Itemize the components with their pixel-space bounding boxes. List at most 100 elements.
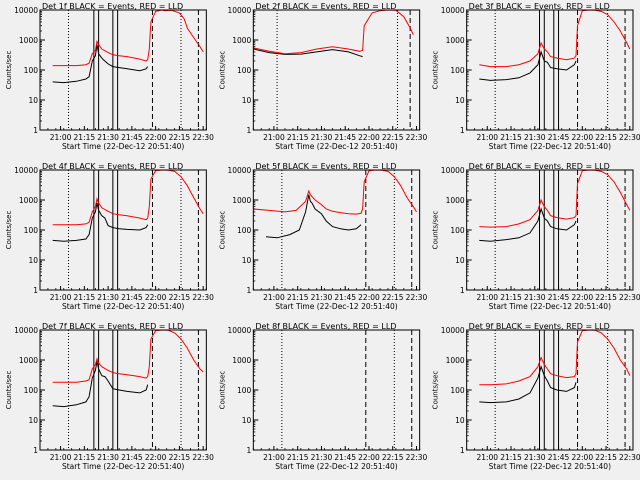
chart-panel-8: Det 8f BLACK = Events, RED = LLD 1 10 100 10… xyxy=(218,322,427,471)
x-tick-label: 21:00 xyxy=(476,293,498,302)
events-series-line xyxy=(253,48,363,58)
x-tick-label: 21:15 xyxy=(287,453,309,462)
plot-frame xyxy=(252,9,421,131)
x-tick-label: 22:00 xyxy=(358,293,380,302)
y-tick-label: 100 xyxy=(237,226,252,235)
chart-title: Det 5f BLACK = Events, RED = LLD xyxy=(255,162,396,171)
x-axis-label: Start Time (22-Dec-12 20:51:40) xyxy=(489,142,611,151)
x-axis-label: Start Time (22-Dec-12 20:51:40) xyxy=(275,462,397,471)
x-tick-label: 21:00 xyxy=(50,133,72,142)
y-axis-label: Counts/sec xyxy=(5,51,13,90)
chart-panel-7: Det 7f BLACK = Events, RED = LLD 1 10 100 10… xyxy=(5,322,214,471)
y-tick-label: 10000 xyxy=(14,326,38,335)
y-tick-label: 100 xyxy=(24,226,39,235)
x-axis-label: Start Time (22-Dec-12 20:51:40) xyxy=(489,462,611,471)
x-tick-label: 21:45 xyxy=(548,133,570,142)
x-tick-label: 21:15 xyxy=(500,453,522,462)
y-tick-label: 1 xyxy=(460,286,465,295)
x-tick-label: 22:30 xyxy=(192,453,214,462)
chart-title: Det 7f BLACK = Events, RED = LLD xyxy=(42,322,183,331)
plot-area xyxy=(52,10,204,130)
x-tick-label: 21:30 xyxy=(97,453,119,462)
x-tick-label: 21:45 xyxy=(121,293,143,302)
y-tick-label: 10000 xyxy=(227,166,251,175)
x-tick-label: 21:30 xyxy=(524,293,546,302)
x-tick-label: 22:15 xyxy=(382,453,404,462)
x-tick-label: 21:00 xyxy=(263,453,285,462)
chart-title: Det 4f BLACK = Events, RED = LLD xyxy=(42,162,183,171)
y-tick-label: 1 xyxy=(247,286,252,295)
y-tick-label: 10000 xyxy=(227,326,251,335)
y-tick-label: 10000 xyxy=(14,166,38,175)
x-tick-label: 22:15 xyxy=(382,133,404,142)
x-tick-label: 22:00 xyxy=(145,453,167,462)
y-tick-label: 1000 xyxy=(446,196,465,205)
x-tick-label: 21:15 xyxy=(74,453,96,462)
x-tick-label: 21:30 xyxy=(311,293,333,302)
y-tick-label: 10 xyxy=(242,96,252,105)
y-axis-label: Counts/sec xyxy=(432,371,440,410)
x-tick-label: 21:45 xyxy=(121,133,143,142)
y-tick-label: 1 xyxy=(33,126,38,135)
plot-area xyxy=(479,170,631,290)
y-tick-label: 10000 xyxy=(441,166,465,175)
y-tick-label: 10 xyxy=(455,256,465,265)
events-series-line xyxy=(52,202,149,242)
x-tick-label: 22:15 xyxy=(382,293,404,302)
y-tick-label: 10 xyxy=(28,96,38,105)
x-tick-label: 21:30 xyxy=(311,133,333,142)
y-tick-label: 10 xyxy=(28,416,38,425)
x-tick-label: 22:30 xyxy=(192,293,214,302)
events-series-line xyxy=(479,50,577,81)
chart-panel-1: Det 1f BLACK = Events, RED = LLD 1 10 100 10… xyxy=(5,2,214,151)
x-tick-label: 21:45 xyxy=(548,453,570,462)
x-axis-label: Start Time (22-Dec-12 20:51:40) xyxy=(275,302,397,311)
chart-title: Det 8f BLACK = Events, RED = LLD xyxy=(255,322,396,331)
y-tick-label: 100 xyxy=(237,386,252,395)
y-tick-label: 100 xyxy=(24,66,39,75)
x-tick-label: 21:00 xyxy=(263,293,285,302)
plot-area xyxy=(52,170,204,290)
y-tick-label: 1000 xyxy=(19,356,38,365)
x-axis-label: Start Time (22-Dec-12 20:51:40) xyxy=(62,302,184,311)
lld-series-line xyxy=(479,170,631,228)
chart-panel-3: Det 3f BLACK = Events, RED = LLD 1 10 100 10… xyxy=(432,2,640,151)
y-axis-label: Counts/sec xyxy=(218,371,226,410)
plot-area xyxy=(253,10,414,130)
y-tick-label: 100 xyxy=(450,386,465,395)
x-tick-label: 22:00 xyxy=(358,453,380,462)
y-axis-label: Counts/sec xyxy=(218,211,226,250)
y-tick-label: 100 xyxy=(24,386,39,395)
x-tick-label: 22:00 xyxy=(145,133,167,142)
x-tick-label: 21:15 xyxy=(500,293,522,302)
x-tick-label: 21:30 xyxy=(524,133,546,142)
x-tick-label: 22:00 xyxy=(358,133,380,142)
lld-series-line xyxy=(52,170,204,226)
y-tick-label: 10000 xyxy=(441,6,465,15)
y-tick-label: 10 xyxy=(242,256,252,265)
x-tick-label: 21:15 xyxy=(74,293,96,302)
x-tick-label: 21:00 xyxy=(476,453,498,462)
y-tick-label: 10 xyxy=(455,96,465,105)
x-tick-label: 22:15 xyxy=(169,453,191,462)
y-tick-label: 10000 xyxy=(14,6,38,15)
x-tick-label: 22:15 xyxy=(595,453,617,462)
y-tick-label: 1 xyxy=(33,446,38,455)
x-tick-label: 22:00 xyxy=(571,453,593,462)
x-tick-label: 21:00 xyxy=(263,133,285,142)
y-axis-label: Counts/sec xyxy=(5,211,13,250)
y-tick-label: 10000 xyxy=(441,326,465,335)
lld-series-line xyxy=(52,330,204,383)
x-axis-label: Start Time (22-Dec-12 20:51:40) xyxy=(489,302,611,311)
x-axis-label: Start Time (22-Dec-12 20:51:40) xyxy=(62,462,184,471)
x-tick-label: 21:30 xyxy=(524,453,546,462)
y-tick-label: 1 xyxy=(247,446,252,455)
chart-panel-6: Det 6f BLACK = Events, RED = LLD 1 10 100 10… xyxy=(432,162,640,311)
plot-area xyxy=(479,10,631,130)
chart-title: Det 9f BLACK = Events, RED = LLD xyxy=(469,322,610,331)
events-series-line xyxy=(52,44,149,84)
y-tick-label: 10 xyxy=(28,256,38,265)
x-tick-label: 22:00 xyxy=(145,293,167,302)
y-tick-label: 1 xyxy=(460,446,465,455)
